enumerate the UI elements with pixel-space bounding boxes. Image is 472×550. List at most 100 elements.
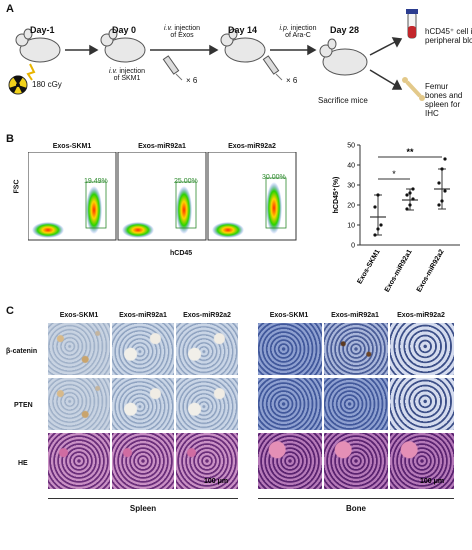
bone-icon — [402, 77, 425, 101]
data-point-1-3 — [405, 193, 409, 197]
flow-plot-2 — [117, 152, 207, 241]
data-point-2-1 — [440, 199, 444, 203]
data-point-1-5 — [411, 187, 415, 191]
bone-pten-skm1-image — [258, 378, 322, 430]
sig-label-1: * — [392, 169, 396, 179]
data-point-2-3 — [437, 181, 441, 185]
bone-he-mir92a2-image — [390, 433, 454, 489]
data-point-0-1 — [376, 227, 380, 231]
spleen-group-line — [48, 498, 238, 499]
spleen-he-skm1-image — [48, 433, 110, 489]
sig-label-2: ** — [406, 147, 414, 157]
step-4-repeat: × 6 — [286, 76, 298, 85]
bone-pten-mir92a2-image — [390, 378, 454, 430]
data-point-2-0 — [437, 203, 441, 207]
flow-plot-2-percent: 25.00% — [174, 178, 198, 185]
bone-he-mir92a1-image — [324, 433, 388, 489]
row-header-pten: PTEN — [14, 402, 33, 409]
step-3-repeat: × 6 — [186, 76, 198, 85]
bone-col-2-header: Exos-miR92a1 — [331, 312, 379, 319]
bone-bcat-skm1-image — [258, 323, 322, 375]
panel-a-timeline — [8, 9, 425, 101]
outcome-2: Femur bones and spleen for IHC — [425, 82, 463, 118]
y-tick-label-5: 50 — [347, 143, 355, 150]
step-2-day: Day 0 — [112, 25, 137, 35]
x-tick-label-2: Exos-miR92a2 — [416, 248, 446, 293]
radiation-icon — [8, 75, 28, 95]
spleen-bcat-mir92a1-image — [112, 323, 174, 375]
y-tick-label-4: 40 — [347, 163, 355, 170]
flow-plot-1 — [28, 152, 117, 241]
bone-he-skm1-image — [258, 433, 322, 489]
spleen-bcat-mir92a2-image — [176, 323, 238, 375]
y-tick-label-1: 10 — [347, 223, 355, 230]
mouse-icon-3 — [220, 28, 266, 63]
step-3-note: i.v. injection of Exos — [163, 25, 201, 39]
spleen-pten-mir92a2-image — [176, 378, 238, 430]
spleen-col-2-header: Exos-miR92a1 — [119, 312, 167, 319]
data-point-0-2 — [379, 223, 383, 227]
bone-bcat-mir92a1-image — [324, 323, 388, 375]
panel-c-letter: C — [6, 305, 14, 317]
spleen-bcat-skm1-image — [48, 323, 110, 375]
bone-col-3-header: Exos-miR92a2 — [397, 312, 445, 319]
data-point-0-4 — [376, 193, 380, 197]
data-point-2-2 — [443, 189, 447, 193]
mouse-icon-4 — [319, 38, 368, 76]
spleen-he-mir92a2-image — [176, 433, 238, 489]
flow-plot-3-percent: 30.00% — [262, 174, 286, 181]
spleen-he-mir92a1-image — [112, 433, 174, 489]
flow-x-axis-label: hCD45 — [170, 250, 193, 257]
bone-group-label: Bone — [346, 504, 366, 513]
flow-plot-1-title: Exos-SKM1 — [52, 143, 92, 150]
bone-group-line — [258, 498, 454, 499]
mouse-icon-1 — [15, 28, 61, 63]
panel-a-letter: A — [6, 3, 14, 15]
y-tick-label-0: 0 — [351, 243, 355, 250]
step-5-day: Day 28 — [330, 25, 360, 35]
spleen-col-1-header: Exos-SKM1 — [59, 312, 99, 319]
scale-label-bone: 100 μm — [420, 478, 445, 485]
spleen-group-label: Spleen — [129, 504, 157, 513]
x-tick-label-1: Exos-miR92a1 — [384, 248, 414, 293]
bone-pten-mir92a1-image — [324, 378, 388, 430]
flow-plot-1-percent: 19.49% — [84, 178, 108, 185]
scale-label-spleen: 100 μm — [204, 478, 229, 485]
row-header-he: HE — [18, 460, 28, 467]
syringe-icon-1 — [162, 55, 183, 81]
outcome-1: hCD45⁺ cell in peripheral blood — [425, 27, 472, 45]
blood-tube-icon — [406, 9, 418, 39]
flow-y-axis-label: FSC — [13, 179, 21, 194]
bone-bcat-mir92a2-image — [390, 323, 454, 375]
step-4-day: Day 14 — [228, 25, 258, 35]
data-point-1-0 — [405, 207, 409, 211]
data-point-1-2 — [411, 197, 415, 201]
data-point-1-4 — [408, 191, 412, 195]
spleen-pten-mir92a1-image — [112, 378, 174, 430]
spleen-pten-skm1-image — [48, 378, 110, 430]
spleen-col-3-header: Exos-miR92a2 — [183, 312, 231, 319]
step-1-note: 180 cGy — [32, 80, 62, 89]
y-tick-label-2: 20 — [347, 203, 355, 210]
syringe-icon-2 — [262, 55, 283, 81]
data-point-2-5 — [443, 157, 447, 161]
bone-col-1-header: Exos-SKM1 — [269, 312, 309, 319]
row-header-beta-catenin: β-catenin — [6, 348, 38, 355]
step-4-note: i.p. injection of Ara-C — [279, 25, 317, 39]
flow-plot-2-title: Exos-miR92a1 — [138, 143, 186, 150]
mouse-icon-2 — [100, 28, 146, 63]
flow-plot-3 — [207, 152, 297, 241]
x-tick-label-0: Exos-SKM1 — [356, 248, 381, 285]
data-point-0-3 — [373, 205, 377, 209]
data-point-1-1 — [408, 203, 412, 207]
step-2-note: i.v. injection of SKM1 — [108, 68, 146, 82]
data-point-2-4 — [440, 167, 444, 171]
flow-plot-3-title: Exos-miR92a2 — [228, 143, 276, 150]
data-point-0-0 — [373, 233, 377, 237]
y-axis-title: hCD45⁺(%) — [333, 177, 340, 214]
flow-cytometry-plots — [28, 152, 297, 241]
y-tick-label-3: 30 — [347, 183, 355, 190]
step-1-day: Day-1 — [30, 25, 55, 35]
panel-b-letter: B — [6, 133, 14, 145]
